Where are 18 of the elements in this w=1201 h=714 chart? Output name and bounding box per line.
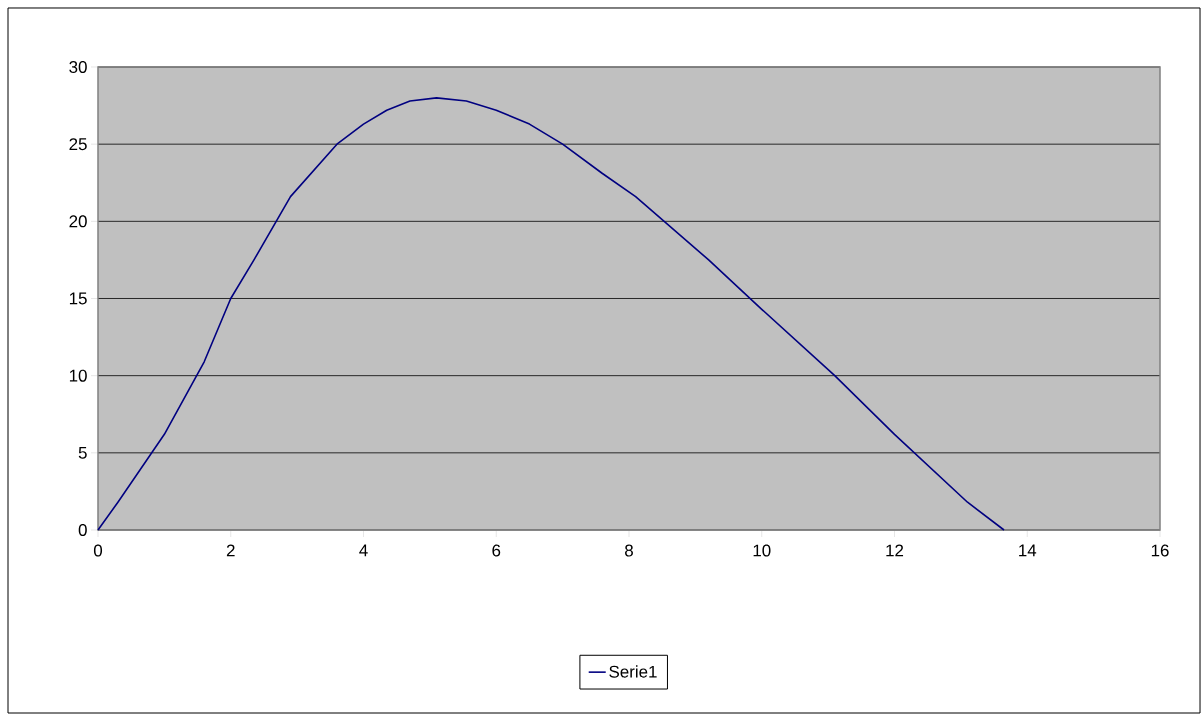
y-tick-label: 20 [69,215,87,228]
y-tick-label: 25 [69,138,87,151]
x-tick-label: 4 [359,544,368,557]
legend-label: Serie1 [609,665,657,678]
y-tick-label: 30 [69,61,87,73]
y-tick-label: 10 [69,369,87,382]
line-series [97,97,1005,531]
y-tick-label: 5 [78,446,87,459]
x-tick-label: 16 [1151,544,1169,557]
x-tick-label: 0 [93,544,103,557]
x-tick-label: 12 [886,544,904,557]
x-tick-label: 2 [226,544,235,557]
x-tick-label: 10 [753,544,771,557]
x-tick-label: 14 [1019,544,1037,557]
y-tick-label: 15 [69,292,87,305]
x-tick-label: 8 [625,544,633,557]
x-tick-label: 6 [492,544,501,557]
y-tick-label: 0 [78,524,87,536]
